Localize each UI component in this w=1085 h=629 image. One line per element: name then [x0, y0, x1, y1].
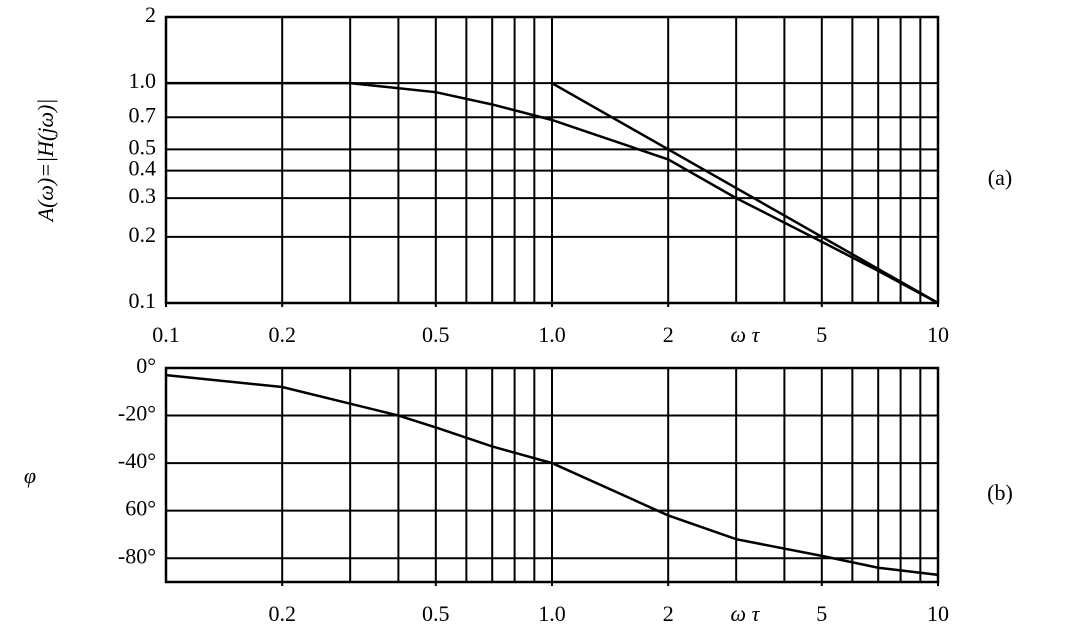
data-line	[551, 82, 939, 305]
data-line	[165, 373, 939, 577]
y-tick-label: -40°	[118, 448, 156, 473]
x-tick-label: 2	[663, 601, 674, 626]
x-tick-label: 0.1	[152, 322, 180, 347]
panel-label: (b)	[987, 480, 1013, 505]
y-tick-label: 0.3	[129, 183, 157, 208]
y-tick-label: 2	[145, 2, 156, 27]
x-axis-label: ω τ	[731, 322, 761, 347]
x-tick-label: 10	[927, 601, 949, 626]
y-tick-label: 0.1	[129, 288, 157, 313]
x-tick-label: 0.2	[268, 601, 296, 626]
y-tick-label: 0°	[136, 353, 156, 378]
y-axis-label: A(ω)=|H(jω)|	[33, 99, 58, 224]
y-tick-label: -80°	[118, 543, 156, 568]
y-tick-label: 1.0	[129, 68, 157, 93]
x-tick-label: 0.2	[268, 322, 296, 347]
x-tick-label: 10	[927, 322, 949, 347]
y-tick-label: 60°	[125, 496, 156, 521]
y-tick-label: 0.2	[129, 222, 157, 247]
y-tick-label: 0.5	[129, 134, 157, 159]
y-axis-label: φ	[24, 463, 36, 488]
y-tick-label: 0.4	[129, 156, 157, 181]
x-tick-label: 5	[816, 322, 827, 347]
x-tick-label: 0.5	[422, 322, 450, 347]
x-tick-label: 5	[816, 601, 827, 626]
panel-label: (a)	[988, 165, 1012, 190]
y-tick-label: 0.7	[129, 102, 157, 127]
x-tick-label: 0.5	[422, 601, 450, 626]
data-line	[166, 81, 939, 305]
x-tick-label: 1.0	[538, 601, 566, 626]
y-tick-label: -20°	[118, 401, 156, 426]
x-axis-label: ω τ	[731, 601, 761, 626]
x-tick-label: 2	[663, 322, 674, 347]
x-tick-label: 1.0	[538, 322, 566, 347]
